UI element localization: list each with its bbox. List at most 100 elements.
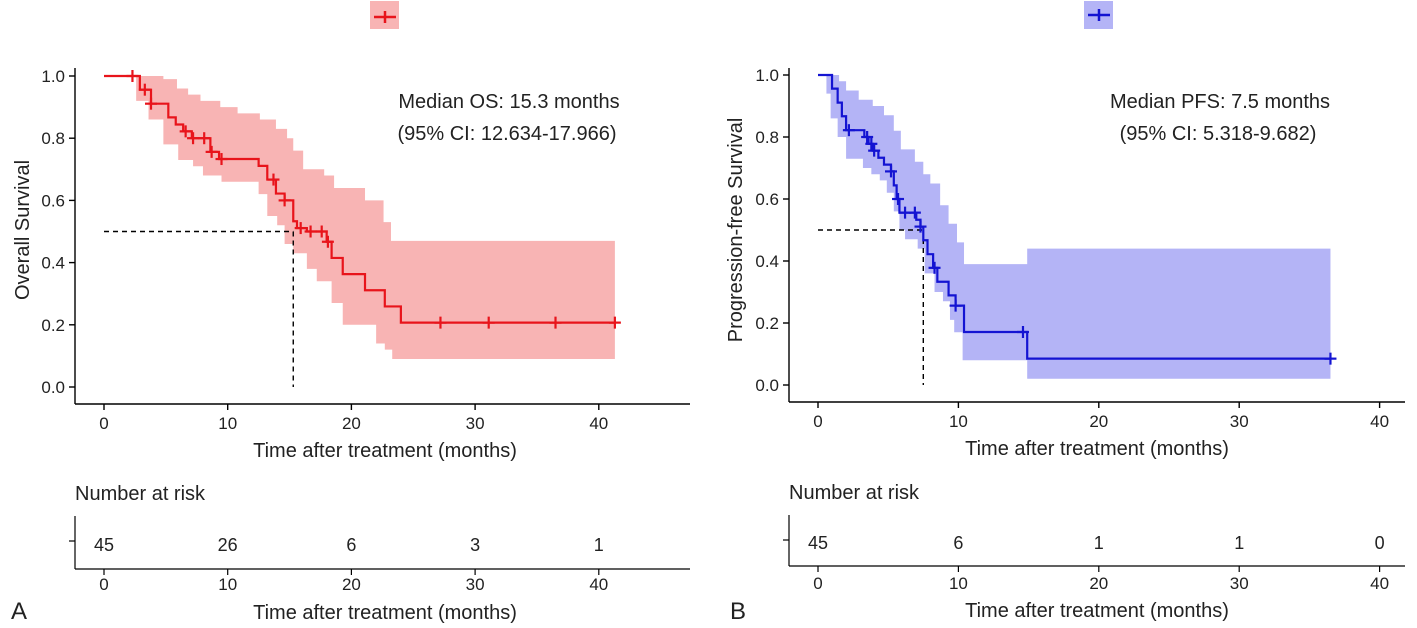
y-tick-label: 0.0: [41, 378, 65, 397]
risk-count: 1: [594, 535, 604, 555]
y-tick-label: 0.8: [755, 128, 779, 147]
panel-a-annotation-median: Median OS: 15.3 months: [398, 91, 619, 113]
panel-b-risk-x-ticks: 0 10 20 30 40: [813, 566, 1389, 593]
risk-count: 3: [470, 535, 480, 555]
x-tick-label: 20: [342, 414, 361, 433]
x-tick-label: 40: [1370, 412, 1389, 431]
risk-count: 1: [1094, 533, 1104, 553]
panel-b-x-ticks: 0 10 20 30 40: [813, 402, 1389, 431]
censor-mark: [865, 137, 878, 150]
censor-mark: [267, 173, 280, 186]
censor-mark: [198, 132, 211, 145]
censor-mark: [608, 316, 621, 329]
censor-mark: [315, 225, 328, 238]
panel-b-annotation-ci: (95% CI: 5.318-9.682): [1120, 123, 1317, 145]
y-tick-label: 0.4: [41, 254, 65, 273]
censor-mark: [868, 144, 881, 157]
risk-x-tick-label: 0: [99, 575, 108, 594]
censor-mark: [549, 316, 562, 329]
risk-x-tick-label: 40: [1370, 574, 1389, 593]
panel-a-ci-band: [104, 76, 615, 360]
y-tick-label: 0.2: [755, 314, 779, 333]
y-tick-label: 1.0: [755, 66, 779, 85]
censor-mark: [861, 131, 874, 143]
risk-x-tick-label: 10: [218, 575, 237, 594]
panel-a-risk-counts: 45 26 6 3 1: [94, 535, 604, 555]
censor-mark: [304, 225, 317, 238]
x-tick-label: 0: [99, 414, 108, 433]
panel-a-censor-marks: [126, 70, 621, 329]
censor-mark: [1016, 325, 1029, 338]
x-tick-label: 30: [1230, 412, 1249, 431]
risk-x-tick-label: 0: [813, 574, 822, 593]
y-tick-label: 0.8: [41, 129, 65, 148]
risk-count: 1: [1234, 533, 1244, 553]
panel-b-censor-marks: [842, 124, 1337, 365]
risk-x-tick-label: 20: [342, 575, 361, 594]
censor-mark: [187, 132, 200, 145]
y-tick-label: 0.6: [755, 190, 779, 209]
y-tick-label: 0.2: [41, 316, 65, 335]
panel-a-label: A: [11, 598, 27, 625]
x-tick-label: 10: [949, 412, 968, 431]
risk-count: 45: [94, 535, 114, 555]
risk-count: 26: [218, 535, 238, 555]
panel-b-survival-curve: [818, 73, 1331, 360]
panel-b-ci-band: [818, 75, 1331, 379]
panel-a-risk-x-ticks: 0 10 20 30 40: [99, 569, 608, 594]
censor-mark: [138, 83, 151, 96]
risk-count: 6: [346, 535, 356, 555]
panel-b: 0.00.20.40.60.81.0 0 10 20 30 40 Progression…: [725, 1, 1405, 625]
censor-mark: [434, 316, 447, 329]
panel-a-risk-xlabel: Time after treatment (months): [253, 602, 517, 624]
panel-a-x-ticks: 0 10 20 30 40: [99, 404, 608, 433]
y-tick-label: 1.0: [41, 67, 65, 86]
panel-b-annotation-median: Median PFS: 7.5 months: [1110, 91, 1330, 113]
censor-mark: [126, 70, 139, 82]
censor-mark: [908, 206, 921, 219]
x-tick-label: 40: [589, 414, 608, 433]
censor-mark: [842, 124, 855, 137]
censor-mark: [892, 193, 905, 205]
censor-mark: [928, 261, 941, 274]
censor-mark: [321, 235, 334, 248]
x-tick-label: 0: [813, 412, 822, 431]
panel-a-legend-key: [370, 1, 399, 29]
censor-mark: [294, 222, 307, 235]
risk-count: 6: [953, 533, 963, 553]
censor-mark: [205, 145, 218, 158]
panel-b-y-ticks: 0.0 0.2 0.4 0.6 0.8 1.0: [755, 66, 789, 395]
panel-b-legend-key: [1084, 1, 1113, 29]
risk-count: 45: [808, 533, 828, 553]
panel-a-risk-title: Number at risk: [75, 483, 206, 505]
risk-x-tick-label: 30: [1230, 574, 1249, 593]
x-tick-label: 10: [218, 414, 237, 433]
censor-mark: [885, 165, 898, 178]
panel-b-risk-title: Number at risk: [789, 482, 920, 504]
panel-b-xlabel: Time after treatment (months): [965, 438, 1229, 460]
panel-b-risk-xlabel: Time after treatment (months): [965, 600, 1229, 622]
x-tick-label: 20: [1089, 412, 1108, 431]
risk-x-tick-label: 10: [949, 574, 968, 593]
risk-count: 0: [1375, 533, 1385, 553]
y-tick-label: 0.6: [41, 191, 65, 210]
panel-a-ylabel: Overall Survival: [12, 160, 34, 300]
panel-a-xlabel: Time after treatment (months): [253, 440, 517, 462]
panel-b-risk-counts: 45 6 1 1 0: [808, 533, 1385, 553]
censor-mark: [482, 316, 495, 329]
censor-mark: [278, 194, 291, 207]
panel-a: 0.00.20.40.60.81.0 0 10 20 30 40 Overall Sur…: [11, 1, 690, 625]
y-tick-label: 0.4: [755, 252, 779, 271]
risk-x-tick-label: 20: [1089, 574, 1108, 593]
y-tick-label: 0.0: [755, 376, 779, 395]
x-tick-label: 30: [466, 414, 485, 433]
censor-mark: [179, 125, 192, 138]
risk-x-tick-label: 40: [589, 575, 608, 594]
censor-mark: [145, 97, 158, 110]
censor-mark: [1324, 352, 1337, 365]
panel-b-label: B: [730, 598, 746, 625]
panel-b-ylabel: Progression-free Survival: [725, 118, 747, 343]
censor-mark: [914, 220, 927, 233]
censor-mark: [215, 153, 228, 166]
